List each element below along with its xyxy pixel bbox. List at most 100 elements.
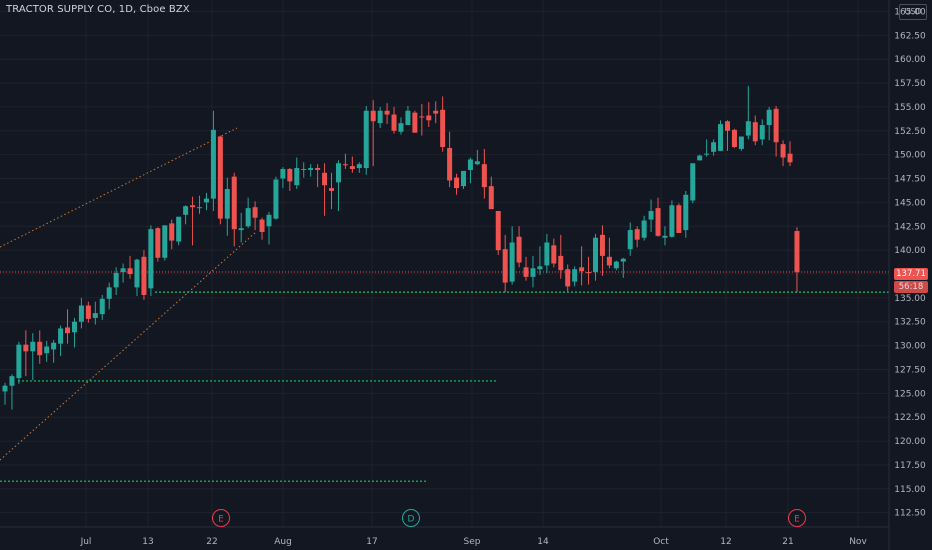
- candle-body: [384, 110, 390, 115]
- candle-body: [203, 198, 209, 203]
- candle-body: [530, 268, 536, 277]
- candle: [2, 382, 8, 405]
- candle-body: [23, 344, 29, 352]
- y-tick-label: 165.00: [894, 7, 926, 17]
- candle-body: [217, 136, 223, 219]
- y-tick-label: 132.50: [894, 318, 926, 328]
- candle-body: [356, 164, 362, 169]
- candle-body: [704, 153, 710, 155]
- candle: [620, 257, 626, 278]
- candle: [238, 212, 244, 243]
- candle-body: [731, 129, 737, 148]
- x-tick-label: Oct: [653, 537, 669, 547]
- candle: [440, 96, 446, 152]
- candle-body: [738, 136, 744, 149]
- y-tick-label: 142.50: [894, 222, 926, 232]
- trendline-lower[interactable]: [0, 231, 257, 461]
- y-tick-label: 130.00: [894, 342, 926, 352]
- candle-body: [426, 115, 432, 121]
- candle: [724, 120, 730, 151]
- y-tick-label: 147.50: [894, 175, 926, 185]
- y-tick-label: 115.00: [894, 485, 926, 495]
- x-tick-label: 17: [366, 537, 377, 547]
- candle: [106, 282, 112, 310]
- currency-button[interactable]: USD: [899, 4, 927, 20]
- event-marker[interactable]: E: [212, 509, 230, 527]
- candle: [37, 330, 43, 364]
- candle-body: [474, 161, 480, 165]
- candle-body: [620, 258, 626, 262]
- trendline-upper[interactable]: [0, 127, 238, 248]
- candle-body: [169, 223, 175, 241]
- x-tick-label: Jul: [80, 537, 92, 547]
- candle: [690, 163, 696, 204]
- candle-body: [606, 256, 612, 266]
- event-marker-label: E: [794, 515, 800, 525]
- x-tick-label: Aug: [274, 537, 292, 547]
- candle: [85, 301, 91, 323]
- candle-body: [127, 268, 133, 275]
- candle: [641, 215, 647, 241]
- candle-body: [440, 109, 446, 148]
- event-marker-circle[interactable]: [788, 509, 806, 527]
- candle-body: [322, 172, 328, 186]
- candle: [697, 154, 703, 161]
- candle: [65, 309, 71, 344]
- current-price-label: 137.71: [894, 268, 928, 280]
- candle-body: [752, 122, 758, 142]
- candle-body: [106, 287, 112, 299]
- candle: [224, 177, 230, 236]
- candle-body: [44, 346, 50, 354]
- candle: [252, 201, 258, 231]
- candle: [634, 226, 640, 248]
- candle-body: [419, 116, 425, 118]
- candle: [342, 153, 348, 169]
- candle-body: [301, 168, 307, 170]
- y-tick-label: 152.50: [894, 127, 926, 137]
- candle: [356, 162, 362, 173]
- event-marker-circle[interactable]: [212, 509, 230, 527]
- candle-body: [155, 228, 161, 258]
- candle: [787, 141, 793, 167]
- candle-body: [586, 272, 592, 274]
- candle: [127, 255, 133, 279]
- candle-body: [58, 328, 64, 344]
- candle: [349, 156, 355, 173]
- candle-body: [252, 207, 258, 218]
- candle: [683, 190, 689, 238]
- candle-body: [592, 237, 598, 273]
- candle: [481, 148, 487, 199]
- candle-body: [718, 124, 724, 151]
- y-tick-label: 120.00: [894, 437, 926, 447]
- symbol-legend[interactable]: TRACTOR SUPPLY CO, 1D, Cboe BZX: [6, 4, 190, 15]
- candle: [315, 164, 321, 188]
- candle: [752, 115, 758, 146]
- candle-body: [92, 313, 98, 318]
- event-marker-circle[interactable]: [402, 509, 420, 527]
- x-tick-label: 13: [142, 537, 153, 547]
- candle: [210, 110, 216, 211]
- grid: [0, 0, 889, 527]
- candle-body: [502, 249, 508, 283]
- candle: [523, 256, 529, 281]
- candle: [558, 234, 564, 279]
- candle: [662, 226, 668, 246]
- candle: [655, 197, 661, 237]
- candle-body: [447, 147, 453, 181]
- candle: [405, 105, 411, 126]
- candle: [78, 297, 84, 329]
- candle: [766, 106, 772, 141]
- candle-body: [467, 159, 473, 170]
- event-marker[interactable]: D: [402, 509, 420, 527]
- y-tick-label: 122.50: [894, 413, 926, 423]
- candle-body: [183, 206, 189, 215]
- candle: [266, 211, 272, 245]
- event-marker[interactable]: E: [788, 509, 806, 527]
- y-tick-label: 125.00: [894, 389, 926, 399]
- candle-body: [558, 255, 564, 271]
- drawings[interactable]: [0, 127, 889, 482]
- candle-body: [613, 261, 619, 269]
